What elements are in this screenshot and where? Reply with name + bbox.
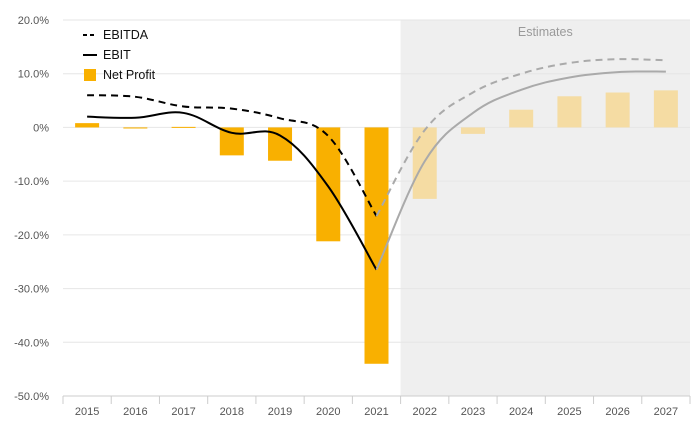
- y-tick-label: 10.0%: [18, 69, 49, 81]
- y-tick-label: 0%: [33, 122, 49, 134]
- x-tick-label: 2023: [461, 406, 485, 418]
- x-tick-label: 2022: [412, 406, 436, 418]
- x-tick-label: 2015: [75, 406, 99, 418]
- y-tick-label: -30.0%: [14, 284, 49, 296]
- margin-lines: [87, 58, 666, 271]
- x-tick-label: 2016: [123, 406, 147, 418]
- net-profit-bar: [316, 127, 341, 242]
- x-tick-label: 2024: [509, 406, 533, 418]
- estimates-region: [400, 20, 690, 396]
- x-axis-ticks: 2015 2016 2017 2018 2019 2020 2021 2022 2023 2024…: [62, 395, 691, 418]
- legend-ebit-label: EBIT: [103, 48, 131, 62]
- net-profit-bars: [75, 90, 678, 364]
- net-profit-bar: [509, 109, 534, 128]
- net-profit-bar: [460, 127, 485, 134]
- x-tick-label: 2017: [171, 406, 195, 418]
- net-profit-bar: [75, 123, 100, 128]
- x-tick-label: 2019: [268, 406, 292, 418]
- net-profit-bar: [171, 126, 196, 128]
- net-profit-bar: [653, 90, 678, 128]
- x-tick-label: 2027: [654, 406, 678, 418]
- x-tick-label: 2026: [605, 406, 629, 418]
- net-profit-bar: [557, 96, 582, 128]
- legend-ebitda-label: EBITDA: [103, 28, 149, 42]
- legend: EBITDA EBIT Net Profit: [83, 28, 156, 82]
- net-profit-bar: [123, 127, 148, 129]
- ebit-estimate-line: [375, 70, 666, 271]
- x-tick-label: 2018: [220, 406, 244, 418]
- y-tick-label: 20.0%: [18, 15, 49, 27]
- y-tick-label: -40.0%: [14, 337, 49, 349]
- legend-net-profit-swatch: [84, 69, 96, 81]
- x-tick-label: 2025: [557, 406, 581, 418]
- y-axis-ticks: 20.0% 10.0% 0% -10.0% -20.0% -30.0% -40.0% -50.…: [14, 15, 49, 403]
- y-tick-label: -20.0%: [14, 230, 49, 242]
- ebit-actual-line: [87, 111, 378, 271]
- x-tick-label: 2021: [364, 406, 388, 418]
- y-tick-label: -10.0%: [14, 176, 49, 188]
- legend-net-profit-label: Net Profit: [103, 68, 156, 82]
- x-tick-label: 2020: [316, 406, 340, 418]
- estimates-label: Estimates: [518, 25, 573, 39]
- ebitda-actual-line: [87, 94, 378, 217]
- net-profit-bar: [364, 127, 389, 364]
- y-tick-label: -50.0%: [14, 391, 49, 403]
- net-profit-bar: [605, 92, 630, 128]
- net-profit-bar: [219, 127, 244, 156]
